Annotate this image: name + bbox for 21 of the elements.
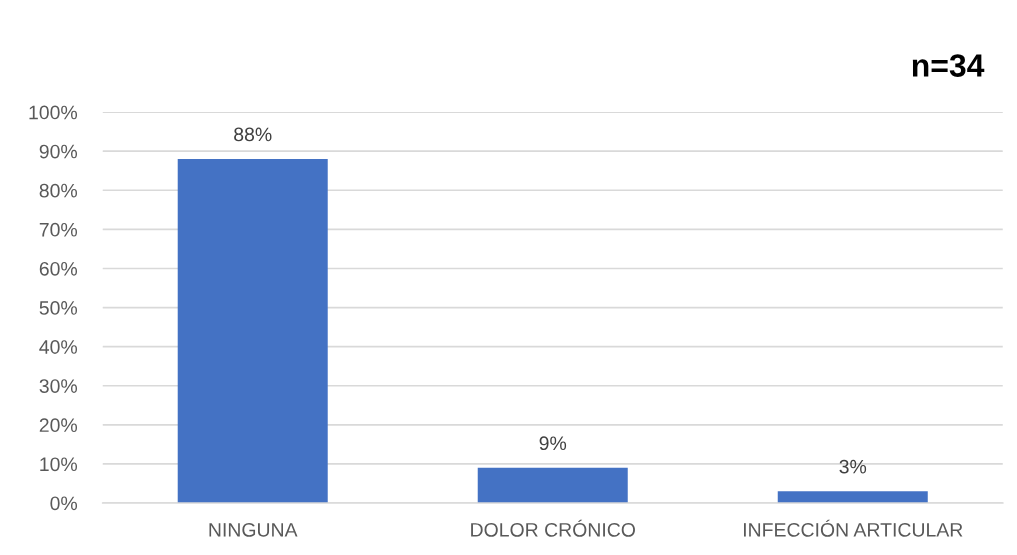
y-tick-label: 40% — [39, 340, 78, 354]
bar — [777, 491, 928, 503]
bar — [177, 159, 328, 503]
y-tick-label: 90% — [39, 144, 78, 159]
y-tick-label: 70% — [39, 222, 78, 237]
x-tick-label: DOLOR CRÓNICO — [471, 519, 635, 537]
y-tick-label: 30% — [39, 379, 78, 393]
x-tick-label: INFECCIÓN ARTICULAR — [743, 519, 963, 537]
data-label: 88% — [234, 127, 272, 142]
data-label: 3% — [839, 459, 867, 474]
text: n=34 — [912, 54, 985, 77]
y-tick-label: 20% — [39, 418, 78, 433]
y-tick-label: 100% — [29, 105, 78, 120]
y-tick-label: 0% — [50, 496, 78, 511]
y-tick-label: 60% — [39, 261, 78, 276]
y-tick-label: 80% — [39, 183, 78, 198]
data-label: 9% — [539, 436, 567, 451]
y-tick-label: 50% — [39, 301, 78, 315]
y-tick-label: 10% — [40, 457, 78, 472]
bar — [477, 467, 628, 503]
x-tick-label: NINGUNA — [209, 522, 298, 537]
